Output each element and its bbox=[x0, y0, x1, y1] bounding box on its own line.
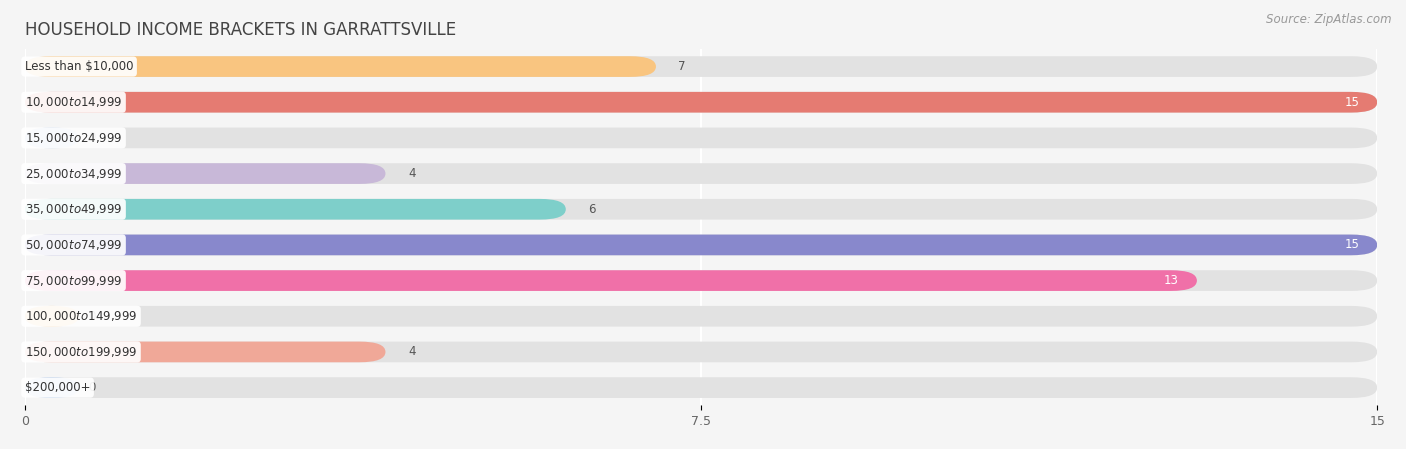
Text: 4: 4 bbox=[408, 167, 416, 180]
Text: 0: 0 bbox=[89, 381, 96, 394]
Text: 15: 15 bbox=[1344, 238, 1360, 251]
FancyBboxPatch shape bbox=[25, 163, 385, 184]
Text: $200,000+: $200,000+ bbox=[25, 381, 90, 394]
FancyBboxPatch shape bbox=[25, 92, 1378, 113]
Text: $50,000 to $74,999: $50,000 to $74,999 bbox=[25, 238, 122, 252]
Text: $25,000 to $34,999: $25,000 to $34,999 bbox=[25, 167, 122, 180]
FancyBboxPatch shape bbox=[25, 199, 565, 220]
Text: $100,000 to $149,999: $100,000 to $149,999 bbox=[25, 309, 138, 323]
Text: Less than $10,000: Less than $10,000 bbox=[25, 60, 134, 73]
Text: $35,000 to $49,999: $35,000 to $49,999 bbox=[25, 202, 122, 216]
Text: $10,000 to $14,999: $10,000 to $14,999 bbox=[25, 95, 122, 109]
FancyBboxPatch shape bbox=[25, 342, 1378, 362]
Text: Source: ZipAtlas.com: Source: ZipAtlas.com bbox=[1267, 13, 1392, 26]
FancyBboxPatch shape bbox=[25, 92, 1378, 113]
FancyBboxPatch shape bbox=[25, 377, 1378, 398]
FancyBboxPatch shape bbox=[25, 377, 79, 398]
FancyBboxPatch shape bbox=[25, 270, 1197, 291]
Text: 15: 15 bbox=[1344, 96, 1360, 109]
Text: 0: 0 bbox=[89, 132, 96, 145]
Text: 4: 4 bbox=[408, 345, 416, 358]
FancyBboxPatch shape bbox=[25, 306, 79, 326]
Text: $150,000 to $199,999: $150,000 to $199,999 bbox=[25, 345, 138, 359]
Text: HOUSEHOLD INCOME BRACKETS IN GARRATTSVILLE: HOUSEHOLD INCOME BRACKETS IN GARRATTSVIL… bbox=[25, 21, 456, 39]
FancyBboxPatch shape bbox=[25, 128, 79, 148]
Text: $15,000 to $24,999: $15,000 to $24,999 bbox=[25, 131, 122, 145]
FancyBboxPatch shape bbox=[25, 56, 1378, 77]
FancyBboxPatch shape bbox=[25, 234, 1378, 255]
FancyBboxPatch shape bbox=[25, 163, 1378, 184]
Text: 13: 13 bbox=[1164, 274, 1178, 287]
FancyBboxPatch shape bbox=[25, 306, 1378, 326]
Text: 6: 6 bbox=[588, 203, 596, 216]
Text: 7: 7 bbox=[679, 60, 686, 73]
FancyBboxPatch shape bbox=[25, 234, 1378, 255]
FancyBboxPatch shape bbox=[25, 342, 385, 362]
FancyBboxPatch shape bbox=[25, 128, 1378, 148]
Text: 0: 0 bbox=[89, 310, 96, 323]
Text: $75,000 to $99,999: $75,000 to $99,999 bbox=[25, 273, 122, 288]
FancyBboxPatch shape bbox=[25, 56, 657, 77]
FancyBboxPatch shape bbox=[25, 270, 1378, 291]
FancyBboxPatch shape bbox=[25, 199, 1378, 220]
